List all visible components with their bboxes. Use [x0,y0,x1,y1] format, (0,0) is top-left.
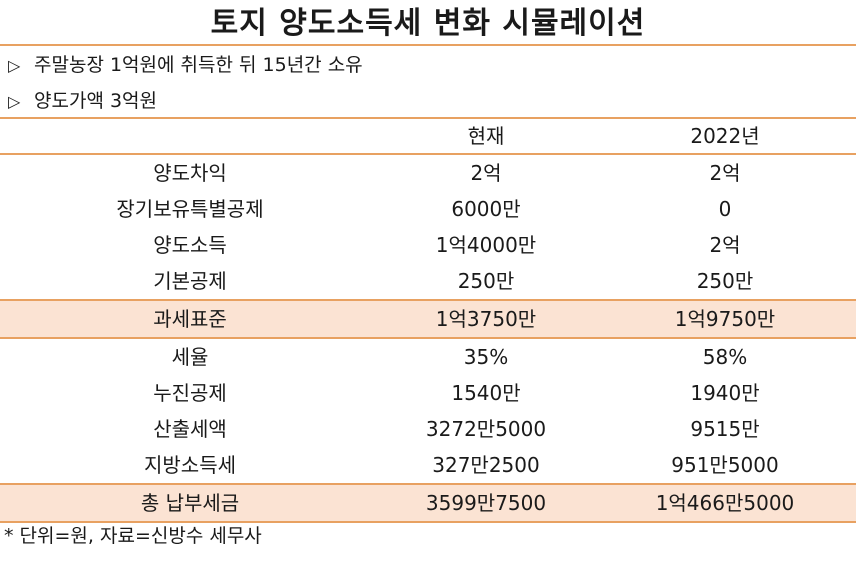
table-header-row: 현재 2022년 [0,119,856,153]
value-2022: 58% [702,345,748,369]
table-row: 누진공제 1540만 1940만 [0,375,856,411]
condition-item: ▷ 주말농장 1억원에 취득한 뒤 15년간 소유 [8,51,363,79]
triangle-bullet-icon: ▷ [8,92,21,111]
current-value: 3272만5000 [425,417,547,441]
value-2022: 1억466만5000 [655,491,795,515]
column-header-current: 현재 [467,124,505,148]
total-top-divider [0,483,856,485]
current-value: 1540만 [451,381,521,405]
highlight-bottom-divider [0,337,856,339]
tax-simulation-table: 현재 2022년 양도차익 2억 2억 장기보유특별공제 6000만 0 양도소… [0,119,856,523]
current-value: 6000만 [451,197,521,221]
row-label: 과세표준 [153,307,227,331]
column-header-2022: 2022년 [690,124,760,148]
row-label: 산출세액 [153,417,227,441]
condition-text: 양도가액 3억원 [34,90,158,112]
table-row: 지방소득세 327만2500 951만5000 [0,447,856,483]
table-row: 산출세액 3272만5000 9515만 [0,411,856,447]
table-row: 양도차익 2억 2억 [0,155,856,191]
row-label: 총 납부세금 [140,491,240,515]
row-label: 기본공제 [153,269,227,293]
current-value: 327만2500 [432,453,540,477]
triangle-bullet-icon: ▷ [8,56,21,75]
condition-text: 주말농장 1억원에 취득한 뒤 15년간 소유 [34,54,363,76]
title-divider [0,44,856,46]
table-row-total: 총 납부세금 3599만7500 1억466만5000 [0,485,856,521]
source-footnote: * 단위=원, 자료=신방수 세무사 [4,525,262,547]
table-row: 기본공제 250만 250만 [0,263,856,299]
condition-item: ▷ 양도가액 3억원 [8,87,157,115]
row-label: 장기보유특별공제 [116,197,264,221]
value-2022: 2억 [709,233,741,257]
value-2022: 951만5000 [671,453,779,477]
table-top-divider [0,117,856,119]
row-label: 지방소득세 [144,453,236,477]
value-2022: 1억9750만 [674,307,776,331]
value-2022: 2억 [709,161,741,185]
value-2022: 1940만 [690,381,760,405]
current-value: 1억4000만 [435,233,537,257]
current-value: 3599만7500 [425,491,547,515]
total-bottom-divider [0,521,856,523]
current-value: 2억 [470,161,502,185]
row-label: 세율 [171,345,209,369]
table-row-highlighted: 과세표준 1억3750만 1억9750만 [0,301,856,337]
value-2022: 9515만 [690,417,760,441]
row-label: 누진공제 [153,381,227,405]
highlight-top-divider [0,299,856,301]
current-value: 250만 [457,269,515,293]
row-label: 양도차익 [153,161,227,185]
value-2022: 250만 [696,269,754,293]
current-value: 1억3750만 [435,307,537,331]
row-label: 양도소득 [153,233,227,257]
table-row: 세율 35% 58% [0,339,856,375]
value-2022: 0 [718,197,732,221]
table-row: 양도소득 1억4000만 2억 [0,227,856,263]
current-value: 35% [463,345,509,369]
page-title: 토지 양도소득세 변화 시뮬레이션 [210,6,646,41]
header-divider [0,153,856,155]
table-row: 장기보유특별공제 6000만 0 [0,191,856,227]
